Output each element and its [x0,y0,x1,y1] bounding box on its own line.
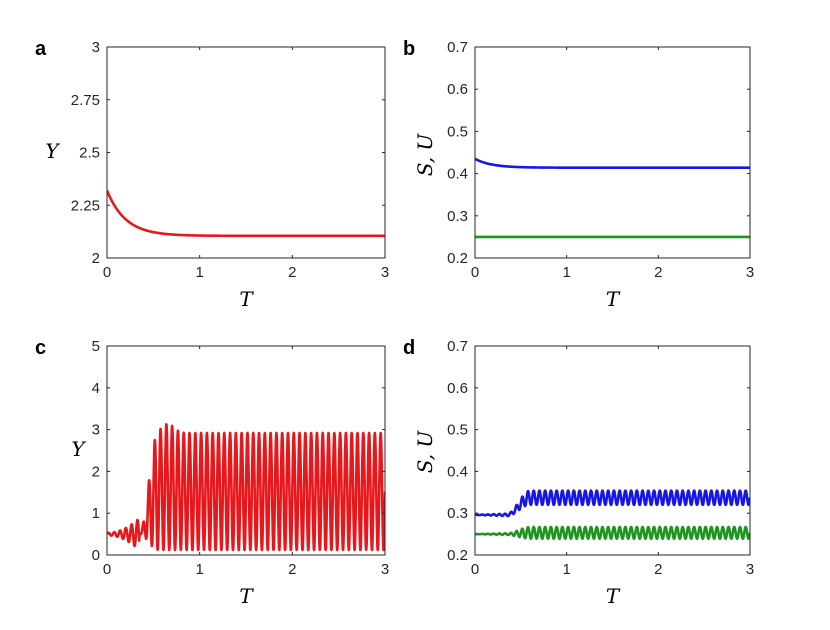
x-tick-label: 3 [381,264,389,281]
series-line-1 [475,489,750,518]
y-tick-label: 2.25 [71,197,100,214]
y-tick-label: 0.5 [447,422,468,439]
panel-d: d 0 1 2 3 0.2 0.3 0.4 0.5 0.6 0.7 T S, U [403,337,754,608]
y-tick-label: 0.6 [447,380,468,397]
series-line-1 [107,423,385,552]
y-tick-label: 2 [92,250,100,267]
x-tick-label: 3 [381,561,389,578]
panel-letter-a: a [35,38,47,60]
y-tick-label: 0.2 [447,250,468,267]
y-tick-label: 0.6 [447,81,468,98]
y-tick-label: 3 [92,422,100,439]
x-tick-label: 3 [746,561,754,578]
y-tick-label: 2.75 [71,92,100,109]
panel-c: c 0 1 2 3 0 1 2 3 4 5 T Y [35,337,389,608]
x-tick-label: 0 [103,561,111,578]
panel-letter-b: b [403,38,415,60]
y-tick-label: 3 [92,39,100,56]
panel-letter-c: c [35,337,46,359]
x-tick-label: 1 [195,561,203,578]
x-tick-label: 2 [288,561,296,578]
y-axis-label: Y [45,139,60,163]
x-axis-label: T [606,287,621,311]
series-line-1 [475,157,750,169]
axes-box [474,46,751,259]
y-tick-label: 2 [92,463,100,480]
y-tick-label: 0.7 [447,338,468,355]
series-line-1 [107,189,385,238]
axes-box [106,46,386,259]
x-tick-label: 1 [562,264,570,281]
x-tick-label: 2 [288,264,296,281]
x-tick-label: 2 [654,264,662,281]
y-tick-label: 0.3 [447,505,468,522]
x-tick-label: 0 [103,264,111,281]
y-tick-label: 0.2 [447,547,468,564]
panel-letter-d: d [403,337,415,359]
x-tick-label: 3 [746,264,754,281]
y-tick-label: 5 [92,338,100,355]
x-tick-label: 1 [195,264,203,281]
y-tick-label: 0 [92,547,100,564]
axes-box [474,345,751,556]
x-tick-label: 0 [471,561,479,578]
y-tick-label: 0.4 [447,166,468,183]
y-tick-label: 2.5 [79,145,100,162]
x-axis-label: T [239,584,254,608]
axes-box [106,345,386,556]
x-axis-label: T [606,584,621,608]
series-line-2 [475,525,750,540]
x-axis-label: T [239,287,254,311]
y-axis-label: S, U [413,430,437,474]
y-tick-label: 0.4 [447,463,468,480]
panel-a: a 0 1 2 3 2 2.25 2.5 2.75 3 T Y [35,38,389,311]
y-tick-label: 0.7 [447,39,468,56]
x-tick-label: 1 [562,561,570,578]
x-tick-label: 0 [471,264,479,281]
y-axis-label: Y [71,437,86,461]
y-tick-label: 0.3 [447,208,468,225]
panel-b: b 0 1 2 3 0.2 0.3 0.4 0.5 0.6 0.7 T S, U [403,38,754,311]
y-tick-label: 0.5 [447,123,468,140]
y-tick-label: 1 [92,505,100,522]
y-tick-label: 4 [92,380,100,397]
x-tick-label: 2 [654,561,662,578]
y-axis-label: S, U [413,133,437,177]
